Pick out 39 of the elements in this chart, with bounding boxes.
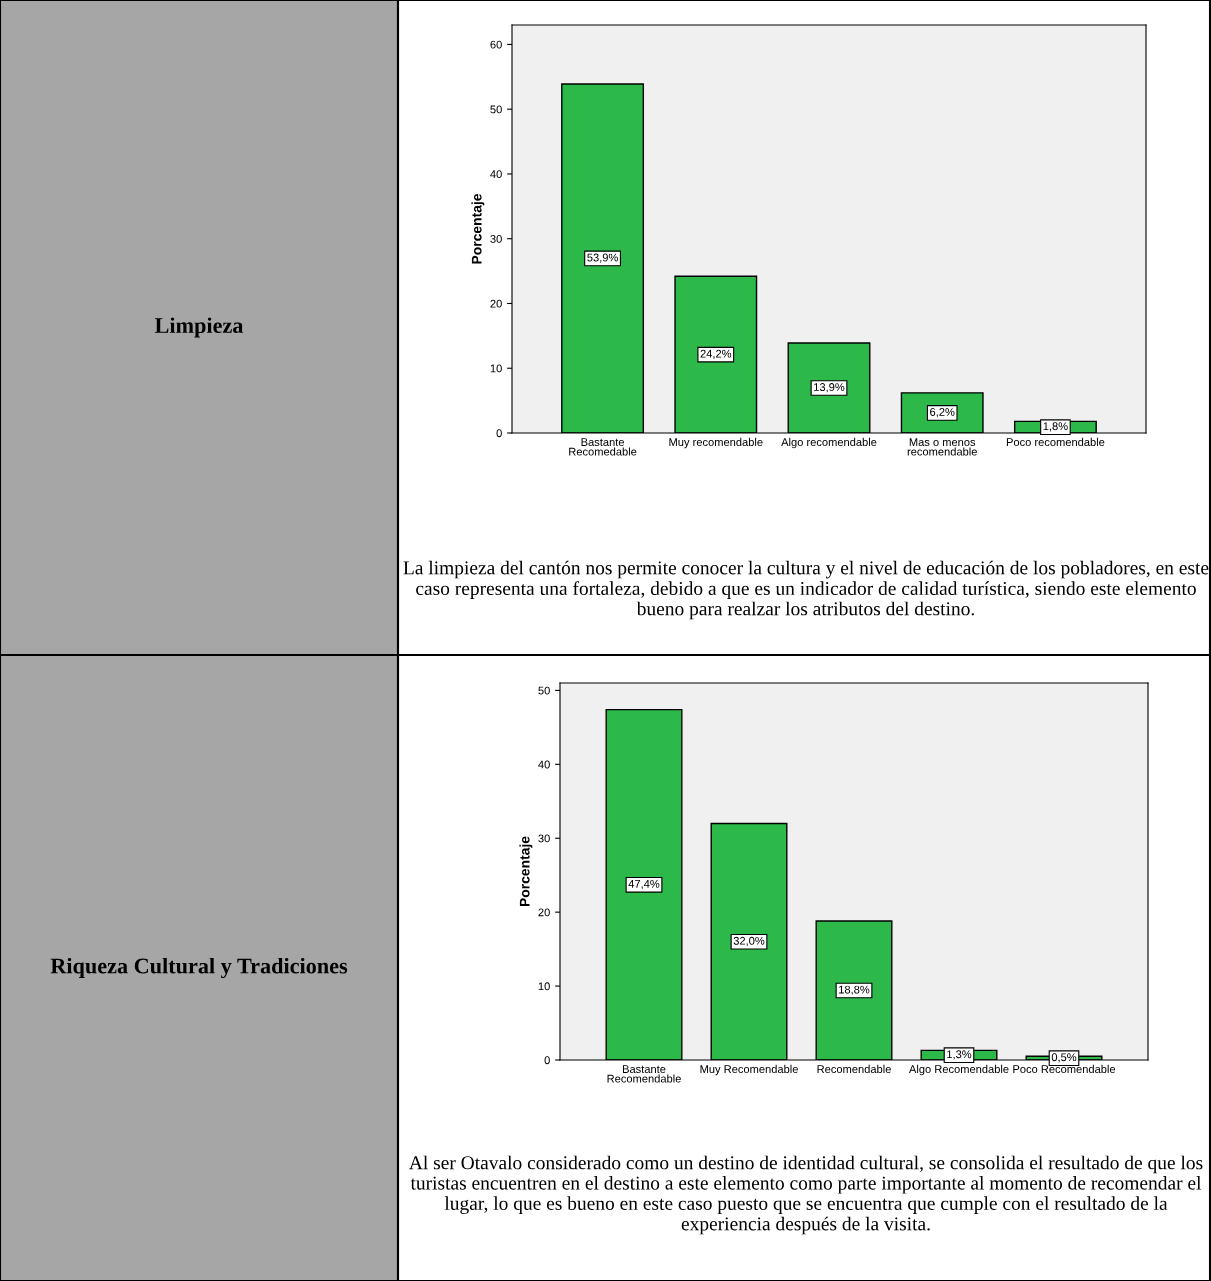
x-tick-label: Muy recomendable xyxy=(669,437,763,449)
y-tick-label: 20 xyxy=(490,299,502,308)
y-tick-label: 40 xyxy=(538,760,550,769)
text: Limpieza xyxy=(154,317,244,338)
data-label: 18,8% xyxy=(839,985,870,995)
data-label: 1,3% xyxy=(947,1050,972,1060)
data-label: 6,2% xyxy=(930,408,955,418)
y-tick-label: 40 xyxy=(490,170,502,179)
data-label: 53,9% xyxy=(587,253,618,263)
x-tick-label: Algo Recomendable xyxy=(908,1064,1009,1076)
x-tick-label: Bastante Recomendable xyxy=(607,1065,681,1083)
x-tick-label: Poco recomendable xyxy=(1006,437,1105,447)
data-label: 1,8% xyxy=(1043,422,1068,432)
text: Al ser Otavalo considerado como un destino de identidad cultural, se consolida el resultado de que los turistas encuentren en el destino a este elemento como parte importante al momento de recomendar el lugar, lo que es bueno en este caso puesto que se encuentra que cumple con el resultado de la experiencia después de la visita. xyxy=(409,1155,1203,1235)
data-label: 47,4% xyxy=(628,879,660,890)
y-tick-label: 30 xyxy=(490,234,502,243)
x-tick-label: Recomendable xyxy=(817,1064,891,1074)
text: Riqueza Cultural y Tradiciones xyxy=(50,957,348,979)
y-tick-label: 10 xyxy=(490,364,502,373)
data-label: 13,9% xyxy=(814,383,845,393)
text: La limpieza del cantón nos permite conocer la cultura y el nivel de educación de los pobladores, en este caso representa una fortaleza, debido a que es un indicador de calidad turística, siendo este elemento bueno para realzar los atributos del destino. xyxy=(403,560,1209,620)
y-tick-label: 20 xyxy=(538,908,550,917)
x-tick-label: Muy Recomendable xyxy=(700,1064,798,1076)
data-label: 0,5% xyxy=(1051,1053,1077,1063)
y-axis-title: Porcentaje xyxy=(519,836,533,907)
x-tick-label: Algo recomendable xyxy=(781,437,877,449)
y-tick-label: 50 xyxy=(538,686,550,695)
x-tick-label: Bastante Recomedable xyxy=(569,438,637,456)
y-tick-label: 10 xyxy=(538,982,550,991)
data-label: 24,2% xyxy=(700,349,732,359)
x-tick-label: Mas o menos recomendable xyxy=(907,438,977,456)
data-label: 32,0% xyxy=(733,936,765,947)
y-tick-label: 0 xyxy=(496,429,502,438)
x-tick-label: Poco Recomendable xyxy=(1013,1064,1116,1074)
y-tick-label: 60 xyxy=(490,40,502,49)
y-axis-title: Porcentaje xyxy=(471,193,485,264)
y-tick-label: 50 xyxy=(490,105,502,114)
y-tick-label: 0 xyxy=(544,1056,550,1065)
y-tick-label: 30 xyxy=(538,834,550,843)
